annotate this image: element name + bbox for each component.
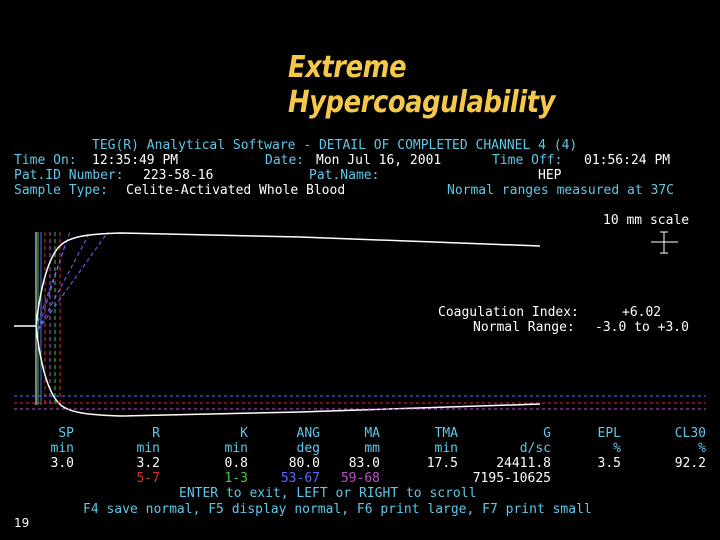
time-off-label: Time Off: bbox=[492, 153, 563, 168]
software-title: TEG(R) Analytical Software - DETAIL OF C… bbox=[92, 138, 578, 153]
pat-name-label: Pat.Name: bbox=[309, 168, 380, 183]
pat-id-label: Pat.ID Number: bbox=[14, 168, 124, 183]
param-name-epl: EPL bbox=[597, 426, 621, 441]
param-unit-r: min bbox=[136, 441, 160, 456]
param-unit-sp: min bbox=[50, 441, 74, 456]
param-range-ma: 59-68 bbox=[340, 471, 380, 486]
param-name-k: K bbox=[240, 426, 248, 441]
param-unit-ma: mm bbox=[364, 441, 380, 456]
scale-label: 10 mm scale bbox=[603, 213, 690, 228]
param-unit-g: d/sc bbox=[519, 441, 551, 456]
coagulation-index-label: Coagulation Index: bbox=[438, 305, 579, 320]
param-value-k: 0.8 bbox=[224, 456, 248, 471]
param-unit-k: min bbox=[224, 441, 248, 456]
date-value: Mon Jul 16, 2001 bbox=[316, 153, 442, 168]
param-name-g: G bbox=[543, 426, 551, 441]
param-value-ma: 83.0 bbox=[348, 456, 380, 471]
pat-name-value: HEP bbox=[538, 168, 562, 183]
scale-crosshair-icon bbox=[651, 231, 678, 254]
param-unit-epl: % bbox=[613, 441, 621, 456]
param-name-cl30: CL30 bbox=[674, 426, 706, 441]
param-name-ma: MA bbox=[364, 426, 380, 441]
param-unit-ang: deg bbox=[296, 441, 320, 456]
pat-id-value: 223-58-16 bbox=[143, 168, 214, 183]
time-on-label: Time On: bbox=[14, 153, 77, 168]
param-range-ang: 53-67 bbox=[280, 471, 320, 486]
param-range-r: 5-7 bbox=[136, 471, 160, 486]
time-on-value: 12:35:49 PM bbox=[92, 153, 179, 168]
normal-range-label: Normal Range: bbox=[473, 320, 575, 335]
param-name-tma: TMA bbox=[434, 426, 458, 441]
param-value-g: 24411.8 bbox=[496, 456, 551, 471]
sample-type-label: Sample Type: bbox=[14, 183, 108, 198]
param-value-epl: 3.5 bbox=[597, 456, 621, 471]
param-unit-tma: min bbox=[434, 441, 458, 456]
param-unit-cl30: % bbox=[698, 441, 706, 456]
trace-lower bbox=[35, 325, 541, 417]
param-name-ang: ANG bbox=[296, 426, 320, 441]
normal-angle-lines bbox=[37, 231, 109, 331]
param-value-r: 3.2 bbox=[136, 456, 160, 471]
param-range-g: 7195-10625 bbox=[472, 471, 551, 486]
param-value-sp: 3.0 bbox=[50, 456, 74, 471]
time-off-value: 01:56:24 PM bbox=[584, 153, 671, 168]
param-name-sp: SP bbox=[58, 426, 74, 441]
date-label: Date: bbox=[265, 153, 305, 168]
slide-title: Extreme Hypercoagulability bbox=[288, 50, 556, 120]
param-range-k: 1-3 bbox=[224, 471, 248, 486]
footer-line-1: ENTER to exit, LEFT or RIGHT to scroll bbox=[179, 486, 477, 501]
param-value-tma: 17.5 bbox=[426, 456, 458, 471]
param-value-ang: 80.0 bbox=[288, 456, 320, 471]
normal-range-value: -3.0 to +3.0 bbox=[595, 320, 689, 335]
normal-ranges-note: Normal ranges measured at 37C bbox=[447, 183, 674, 198]
sample-type-value: Celite-Activated Whole Blood bbox=[126, 183, 346, 198]
footer-line-2: F4 save normal, F5 display normal, F6 pr… bbox=[83, 502, 592, 517]
param-value-cl30: 92.2 bbox=[674, 456, 706, 471]
trace-upper bbox=[35, 232, 541, 327]
coagulation-index-value: +6.02 bbox=[622, 305, 662, 320]
slide-number: 19 bbox=[14, 516, 30, 530]
param-name-r: R bbox=[152, 426, 160, 441]
